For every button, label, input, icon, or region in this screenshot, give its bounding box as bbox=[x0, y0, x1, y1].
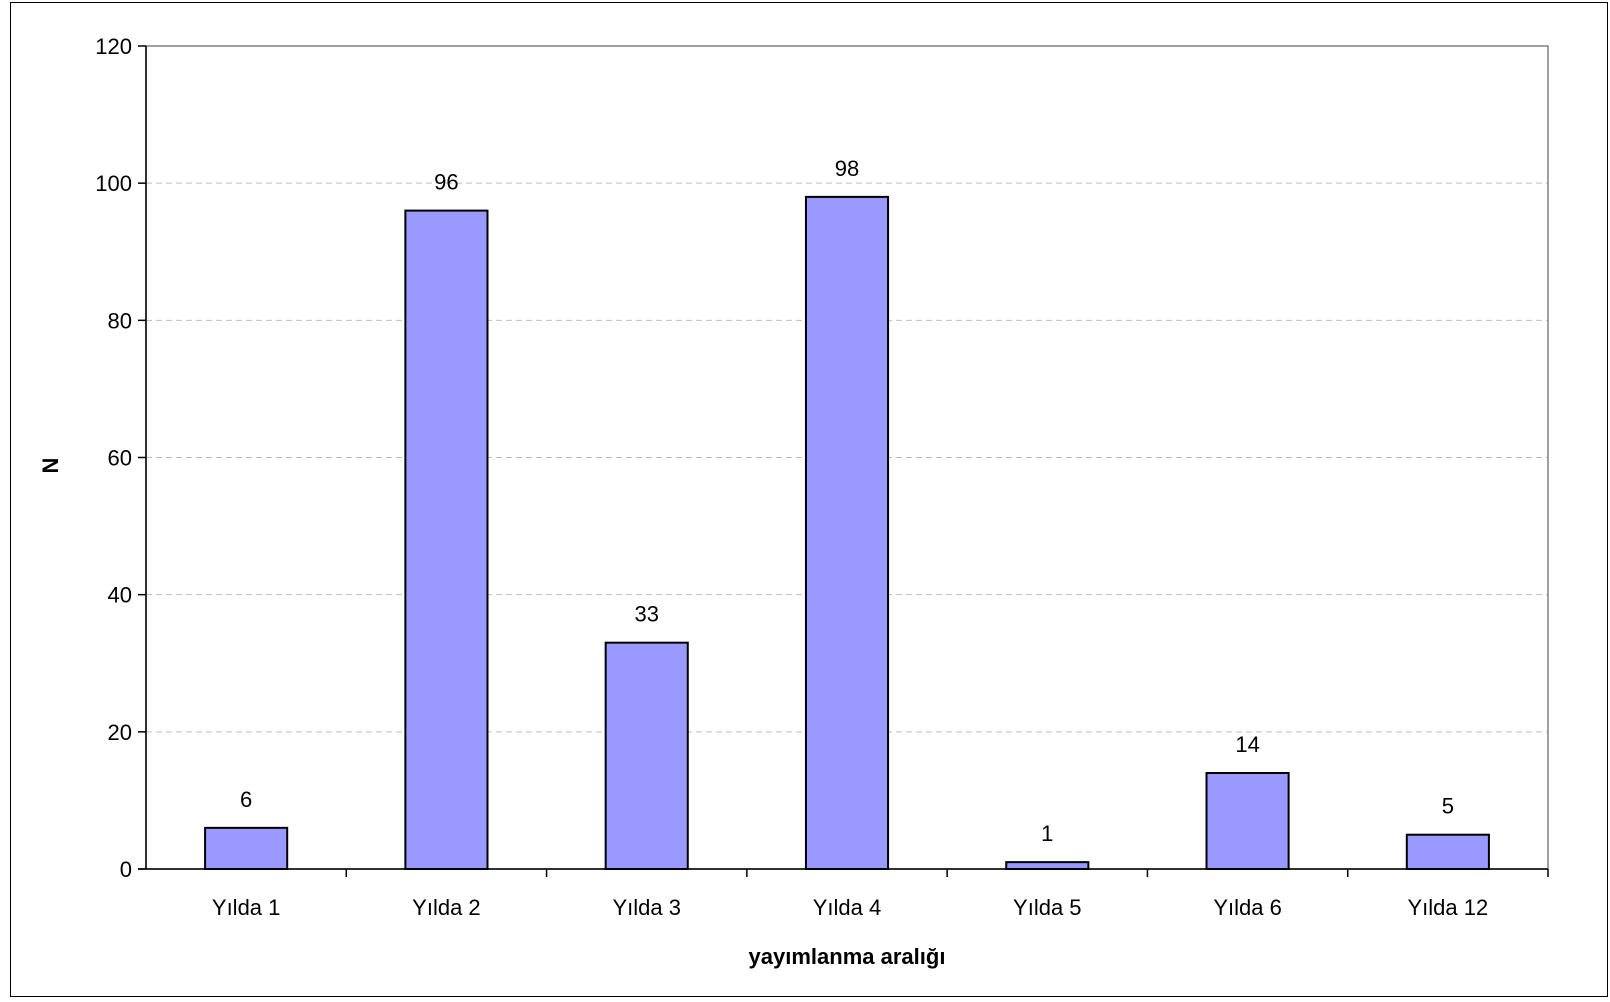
data-label: 98 bbox=[835, 156, 859, 181]
x-tick-label: Yılda 1 bbox=[212, 895, 281, 920]
y-tick-label: 20 bbox=[108, 720, 132, 745]
bar bbox=[404, 209, 489, 871]
x-tick-label: Yılda 2 bbox=[412, 895, 481, 920]
y-tick-label: 100 bbox=[95, 171, 132, 196]
bars bbox=[204, 195, 1490, 871]
data-label: 14 bbox=[1235, 732, 1259, 757]
y-axis-title: N bbox=[38, 458, 63, 474]
bar bbox=[204, 826, 289, 870]
bar bbox=[1405, 833, 1490, 870]
y-tick-label: 0 bbox=[120, 857, 132, 882]
data-label: 33 bbox=[634, 602, 658, 627]
y-tick-label: 60 bbox=[108, 446, 132, 471]
x-tick-label: Yılda 6 bbox=[1213, 895, 1282, 920]
x-tick-label: Yılda 3 bbox=[612, 895, 681, 920]
y-axis-ticks: 0 20 40 60 80 100 120 bbox=[95, 34, 146, 882]
x-tick-label: Yılda 5 bbox=[1013, 895, 1082, 920]
y-tick-label: 40 bbox=[108, 583, 132, 608]
data-labels: 6 96 33 98 1 14 5 bbox=[240, 156, 1454, 846]
x-tick-label: Yılda 4 bbox=[813, 895, 882, 920]
x-axis-title: yayımlanma aralığı bbox=[749, 944, 946, 969]
bar bbox=[1205, 771, 1290, 871]
bar bbox=[604, 641, 689, 870]
bar bbox=[804, 195, 890, 870]
x-tick-label: Yılda 12 bbox=[1407, 895, 1488, 920]
data-label: 96 bbox=[434, 170, 458, 195]
data-label: 6 bbox=[240, 787, 252, 812]
y-tick-label: 80 bbox=[108, 308, 132, 333]
bar bbox=[1005, 861, 1090, 870]
x-axis-categories: Yılda 1 Yılda 2 Yılda 3 Yılda 4 Yılda 5 Yılda… bbox=[212, 869, 1549, 920]
data-label: 5 bbox=[1442, 794, 1454, 819]
y-tick-label: 120 bbox=[95, 34, 132, 59]
data-label: 1 bbox=[1041, 821, 1053, 846]
